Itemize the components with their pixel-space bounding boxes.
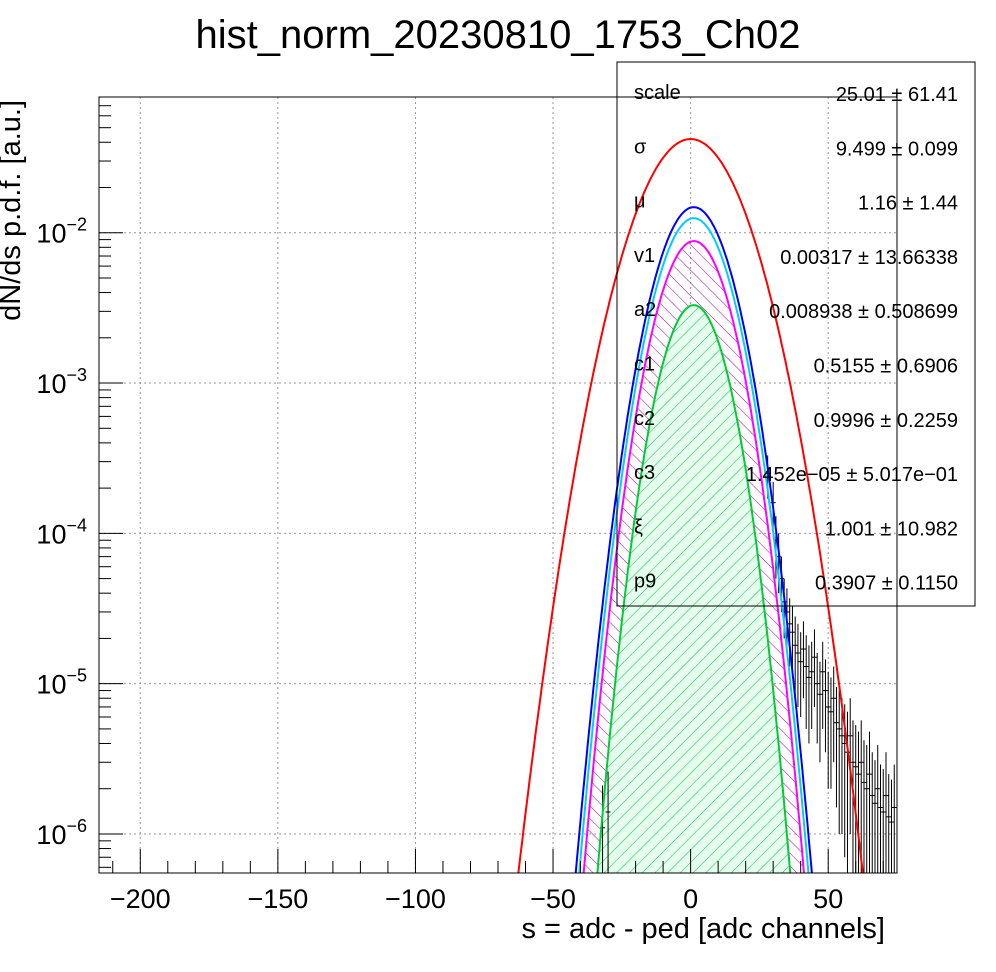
fit-curves	[517, 138, 864, 873]
fit-curve	[578, 217, 810, 873]
x-tick-label: 0	[683, 884, 698, 914]
stats-param-name: c2	[634, 408, 655, 430]
fit-curve	[582, 240, 805, 873]
stats-param-value: 0.3907 ± 0.1150	[815, 573, 958, 595]
axis-ticks: −200 −150 −100 −50 0 50 10−6 10−5 10−4 10−3 10−2	[36, 96, 884, 914]
stats-param-value: 1.001 ± 10.982	[825, 518, 958, 540]
stats-param-name: μ	[634, 191, 646, 213]
y-tick-label: 10−4	[36, 515, 87, 549]
stats-param-value: 0.00317 ± 13.66338	[780, 247, 958, 269]
fit-curve	[517, 138, 864, 873]
stats-param-name: a2	[634, 299, 656, 321]
stats-param-value: 0.5155 ± 0.6906	[814, 356, 958, 378]
x-tick-label: 50	[813, 884, 843, 914]
stats-param-name: v1	[634, 245, 655, 267]
stats-param-name: scale	[634, 82, 681, 104]
stats-param-value: 0.008938 ± 0.508699	[769, 301, 958, 323]
fit-curve	[574, 206, 813, 873]
stats-param-name: c1	[634, 354, 655, 376]
x-tick-label: −50	[530, 884, 576, 914]
y-tick-label: 10−2	[36, 215, 87, 249]
chart-title: hist_norm_20230810_1753_Ch02	[196, 13, 801, 57]
x-tick-label: −200	[110, 884, 171, 914]
stats-param-value: 1.16 ± 1.44	[858, 193, 958, 215]
fit-curve	[596, 304, 792, 873]
y-tick-label: 10−6	[36, 816, 87, 850]
stats-param-name: ξ	[634, 516, 643, 538]
stats-param-value: 9.499 ± 0.099	[836, 138, 958, 160]
x-tick-label: −100	[385, 884, 446, 914]
stats-param-name: σ	[634, 136, 647, 158]
y-tick-label: 10−5	[36, 666, 87, 700]
stats-param-name: c3	[634, 462, 655, 484]
stats-param-value: 25.01 ± 61.41	[836, 84, 958, 106]
x-tick-label: −150	[247, 884, 308, 914]
stats-param-name: p9	[634, 571, 656, 593]
stats-box-frame	[616, 61, 976, 607]
y-tick-label: 10−3	[36, 365, 87, 399]
x-axis-label: s = adc - ped [adc channels]	[521, 913, 885, 945]
stats-param-value: 0.9996 ± 0.2259	[814, 410, 958, 432]
stats-param-value: 1.452e−05 ± 5.017e−01	[746, 464, 958, 486]
stats-box: scale 25.01 ± 61.41 σ 9.499 ± 0.099 μ 1.16 ± …	[616, 61, 976, 607]
y-axis-label: dN/ds p.d.f. [a.u.]	[0, 100, 27, 321]
